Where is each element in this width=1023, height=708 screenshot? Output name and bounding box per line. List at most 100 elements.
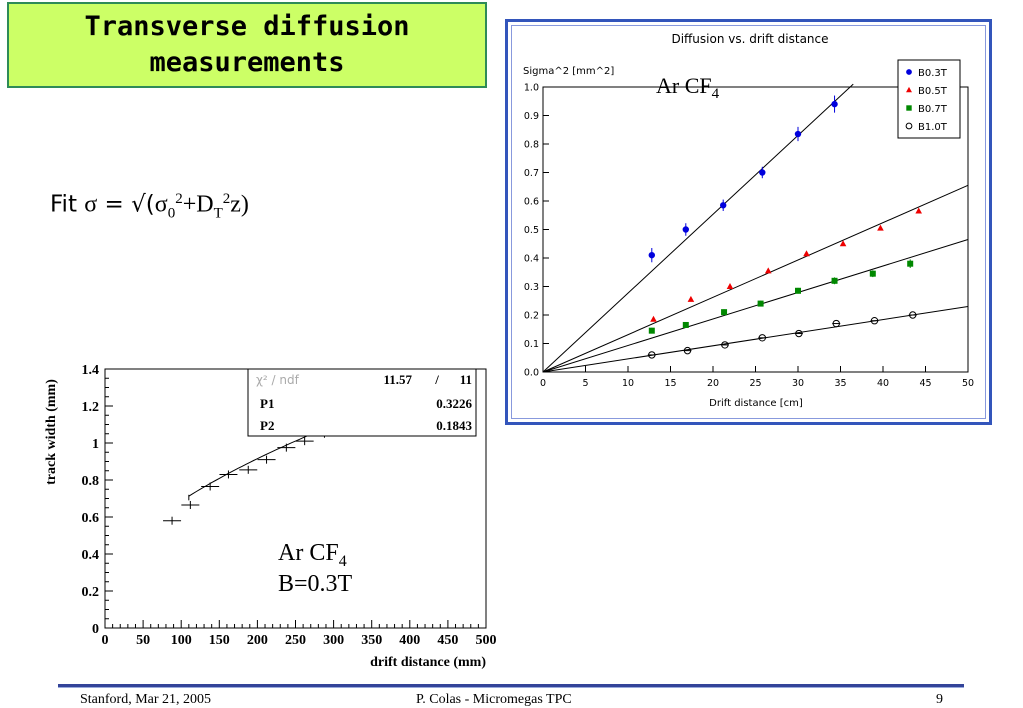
legend-label-B0.7T: B0.7T <box>918 104 948 115</box>
legend-marker-B0.3T <box>906 69 912 75</box>
slide-title-box: Transverse diffusion measurements <box>7 2 487 88</box>
trackwidth-annotation-gas-main: Ar CF <box>278 540 339 566</box>
diffusion-fit-line <box>542 83 854 373</box>
trackwidth-y-tick-label: 1.4 <box>82 363 100 378</box>
diffusion-point-B0.5T <box>687 295 695 302</box>
diffusion-point-B0.7T <box>795 287 801 294</box>
fit-sigma: σ <box>84 191 98 218</box>
diffusion-x-tick-label: 0 <box>540 378 546 389</box>
diffusion-point-B0.3T <box>682 226 689 233</box>
trackwidth-y-tick-label: 1 <box>92 437 99 452</box>
diffusion-point-B0.5T <box>839 240 847 247</box>
annotation-gas-sub: 4 <box>712 86 720 102</box>
fit-z: z) <box>230 191 249 218</box>
diffusion-x-tick-label: 50 <box>962 378 974 389</box>
fit-sigma0: σ <box>154 191 168 218</box>
diffusion-x-tick-label: 5 <box>582 378 588 389</box>
trackwidth-x-tick-label: 400 <box>399 633 420 648</box>
diffusion-point-B0.7T <box>682 321 689 328</box>
diffusion-point-B1.0T <box>909 311 917 319</box>
diffusion-point-B1.0T <box>721 341 729 349</box>
diffusion-point-B0.3T <box>648 251 655 259</box>
diffusion-chart-inner-border <box>511 25 986 419</box>
diffusion-chart-ylabel: Sigma^2 [mm^2] <box>523 66 614 77</box>
diffusion-y-tick-label: 0.5 <box>524 225 539 236</box>
legend-marker-B0.5T <box>906 86 912 93</box>
diffusion-point-B1.0T <box>648 351 656 359</box>
diffusion-y-tick-label: 0.4 <box>524 254 539 265</box>
stats-chi-label: χ² / ndf <box>256 373 300 387</box>
trackwidth-x-tick-label: 500 <box>476 633 497 648</box>
footer-rule <box>58 684 964 687</box>
fit-plus-d: +D <box>182 191 214 218</box>
fit-eq: = √( <box>97 191 155 218</box>
diffusion-point-B0.7T <box>721 309 728 316</box>
diffusion-y-tick-label: 0.6 <box>524 197 539 208</box>
diffusion-point-B0.3T <box>720 202 727 209</box>
diffusion-point-B0.3T <box>759 169 766 176</box>
trackwidth-x-tick-label: 350 <box>361 633 382 648</box>
diffusion-chart-xlabel: Drift distance [cm] <box>709 398 803 409</box>
annotation-gas-main: Ar CF <box>656 73 712 98</box>
stats-slash: / <box>434 372 439 387</box>
fit-prefix: Fit <box>50 191 85 218</box>
trackwidth-x-tick-label: 200 <box>247 633 268 648</box>
diffusion-chart-title: Diffusion vs. drift distance <box>671 32 828 46</box>
trackwidth-x-tick-label: 100 <box>171 633 192 648</box>
fit-sup2a: 2 <box>175 191 183 207</box>
diffusion-x-tick-label: 35 <box>834 378 846 389</box>
diffusion-point-B0.5T <box>803 250 810 257</box>
legend-label-B0.5T: B0.5T <box>918 86 948 97</box>
diffusion-point-B0.7T <box>869 270 876 277</box>
fit-formula: Fit σ = √(σ02+DT2z) <box>50 191 249 222</box>
diffusion-fit-line <box>542 238 969 373</box>
stats-p1-value: 0.3226 <box>436 396 472 411</box>
fit-subT: T <box>213 205 223 222</box>
diffusion-point-B0.7T <box>831 277 838 284</box>
diffusion-chart: Diffusion vs. drift distance Sigma^2 [mm^… <box>523 32 974 409</box>
diffusion-point-B1.0T <box>870 317 879 325</box>
diffusion-y-tick-label: 0.0 <box>524 368 539 379</box>
diffusion-point-B0.5T <box>915 207 922 214</box>
trackwidth-annotation-gas-sub: 4 <box>339 553 347 570</box>
diffusion-point-B0.7T <box>757 300 764 307</box>
trackwidth-x-tick-label: 50 <box>136 633 150 648</box>
diffusion-point-B0.7T <box>907 260 914 267</box>
trackwidth-x-tick-label: 0 <box>102 633 109 648</box>
trackwidth-y-tick-label: 0.8 <box>82 474 100 489</box>
trackwidth-annotation-gas: Ar CF4 <box>278 540 347 570</box>
diffusion-point-B1.0T <box>832 319 840 328</box>
stats-ndf: 11 <box>460 372 472 387</box>
diffusion-x-tick-label: 20 <box>707 378 719 389</box>
diffusion-point-B0.5T <box>877 224 884 231</box>
legend-marker-B1.0T <box>905 122 913 130</box>
stats-p2-value: 0.1843 <box>436 418 472 433</box>
slide-title-line1: Transverse diffusion <box>84 11 410 42</box>
trackwidth-x-tick-label: 150 <box>209 633 230 648</box>
trackwidth-y-tick-label: 0.2 <box>82 585 100 600</box>
trackwidth-chart: 0 50 100 150 200 250 300 350 400 450 500 0 0.2 0.4 0.6… <box>44 363 497 670</box>
footer-rule-thin <box>58 687 964 688</box>
diffusion-point-B1.0T <box>758 334 766 342</box>
diffusion-x-tick-label: 45 <box>919 378 931 389</box>
diffusion-x-tick-label: 25 <box>749 378 761 389</box>
trackwidth-x-tick-label: 450 <box>437 633 458 648</box>
fit-sup2b: 2 <box>222 191 231 207</box>
slide-title-line2: measurements <box>149 47 345 78</box>
footer-center: P. Colas - Micromegas TPC <box>416 692 572 707</box>
diffusion-y-tick-label: 0.8 <box>524 140 539 151</box>
diffusion-y-tick-label: 0.9 <box>524 111 539 122</box>
diffusion-point-B0.3T <box>831 100 838 108</box>
trackwidth-xlabel: drift distance (mm) <box>370 655 486 670</box>
stats-p1-label: P1 <box>260 396 274 411</box>
diffusion-y-tick-label: 1.0 <box>524 83 539 94</box>
trackwidth-x-tick-label: 300 <box>323 633 344 648</box>
stats-box-border <box>247 368 477 437</box>
trackwidth-stats-box: χ² / ndf 11.57 / 11 P1 0.3226 P2 0.1843 <box>247 368 477 437</box>
diffusion-y-tick-label: 0.7 <box>524 168 539 179</box>
stats-p2-label: P2 <box>260 418 274 433</box>
diffusion-point-B0.3T <box>794 130 802 138</box>
fit-sub0: 0 <box>167 205 176 222</box>
diffusion-y-tick-label: 0.3 <box>524 282 539 293</box>
